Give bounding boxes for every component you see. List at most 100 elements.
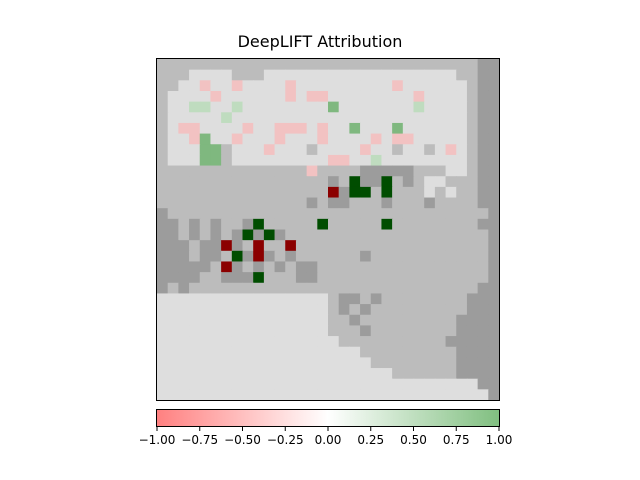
- heatmap-cell: [424, 325, 436, 337]
- colorbar-tick-label: 0.00: [315, 433, 342, 447]
- heatmap-cell: [413, 261, 425, 273]
- heatmap-cell: [306, 389, 318, 401]
- heatmap-cell: [413, 208, 425, 220]
- heatmap-cell: [360, 218, 372, 231]
- heatmap-cell: [189, 336, 201, 348]
- heatmap-cell: [456, 304, 468, 316]
- heatmap-cell: [189, 378, 201, 390]
- colorbar-tick-label: 0.25: [357, 433, 384, 447]
- heatmap-cell: [360, 133, 372, 145]
- heatmap-cell: [317, 218, 329, 231]
- heatmap-cell: [466, 101, 479, 113]
- heatmap-cell: [199, 261, 212, 273]
- heatmap-cell: [157, 197, 169, 209]
- heatmap-cell: [370, 346, 383, 358]
- heatmap-cell: [338, 229, 350, 241]
- heatmap-cell: [178, 314, 190, 327]
- heatmap-cell: [360, 176, 372, 188]
- heatmap-cell: [392, 69, 404, 81]
- heatmap-cell: [231, 368, 244, 380]
- heatmap-cell: [263, 208, 276, 220]
- heatmap-cell: [488, 69, 500, 81]
- heatmap-cell: [360, 368, 372, 380]
- heatmap-cell: [349, 346, 361, 358]
- heatmap-cell: [360, 112, 372, 124]
- heatmap-cell: [285, 240, 297, 252]
- heatmap-cell: [231, 208, 244, 220]
- heatmap-cell: [424, 336, 436, 348]
- heatmap-cell: [317, 112, 329, 124]
- heatmap-cell: [434, 250, 447, 263]
- heatmap-cell: [295, 218, 308, 231]
- heatmap-cell: [199, 240, 212, 252]
- heatmap-cell: [413, 80, 425, 92]
- heatmap-cell: [349, 325, 361, 337]
- heatmap-cell: [466, 229, 479, 241]
- heatmap-cell: [424, 176, 436, 188]
- heatmap-cell: [456, 229, 468, 241]
- heatmap-cell: [167, 282, 179, 295]
- heatmap-cell: [167, 293, 179, 305]
- heatmap-cell: [328, 368, 340, 380]
- heatmap-cell: [221, 90, 233, 103]
- heatmap-cell: [434, 197, 447, 209]
- heatmap-cell: [424, 261, 436, 273]
- heatmap-cell: [488, 389, 500, 401]
- heatmap-cell: [338, 336, 350, 348]
- heatmap-cell: [360, 229, 372, 241]
- heatmap-cell: [488, 154, 500, 167]
- heatmap-cell: [167, 208, 179, 220]
- heatmap-cell: [263, 69, 276, 81]
- heatmap-cell: [402, 69, 415, 81]
- heatmap-cell: [338, 261, 350, 273]
- heatmap-cell: [328, 59, 340, 71]
- heatmap-cell: [263, 336, 276, 348]
- heatmap-cell: [274, 261, 286, 273]
- heatmap-cell: [178, 378, 190, 390]
- heatmap-cell: [210, 208, 222, 220]
- heatmap-cell: [317, 133, 329, 145]
- heatmap-cell: [477, 122, 489, 135]
- heatmap-cell: [199, 197, 212, 209]
- heatmap-cell: [381, 122, 393, 135]
- heatmap-cell: [189, 59, 201, 71]
- heatmap-cell: [424, 112, 436, 124]
- heatmap-cell: [317, 197, 329, 209]
- heatmap-cell: [253, 90, 265, 103]
- heatmap-cell: [466, 357, 479, 369]
- heatmap-cell: [360, 272, 372, 284]
- heatmap-cell: [381, 272, 393, 284]
- heatmap-cell: [295, 378, 308, 390]
- heatmap-cell: [488, 368, 500, 380]
- heatmap-cell: [392, 229, 404, 241]
- heatmap-cell: [189, 144, 201, 156]
- heatmap-cell: [370, 261, 383, 273]
- colorbar-tick-label: 0.50: [400, 433, 427, 447]
- heatmap-cell: [424, 165, 436, 177]
- heatmap-cell: [221, 154, 233, 167]
- heatmap-cell: [189, 229, 201, 241]
- heatmap-cell: [221, 144, 233, 156]
- heatmap-cell: [263, 282, 276, 295]
- heatmap-cell: [445, 186, 457, 199]
- heatmap-cell: [456, 197, 468, 209]
- heatmap-cell: [466, 240, 479, 252]
- heatmap-cell: [392, 368, 404, 380]
- heatmap-cell: [285, 144, 297, 156]
- heatmap-cell: [178, 261, 190, 273]
- heatmap-cell: [253, 133, 265, 145]
- heatmap-cell: [413, 176, 425, 188]
- heatmap-cell: [349, 250, 361, 263]
- heatmap-cell: [381, 293, 393, 305]
- heatmap-cell: [434, 368, 447, 380]
- heatmap-cell: [167, 144, 179, 156]
- heatmap-cell: [221, 59, 233, 71]
- heatmap-cell: [285, 368, 297, 380]
- heatmap-cell: [199, 80, 212, 92]
- heatmap-cell: [210, 101, 222, 113]
- heatmap-cell: [317, 154, 329, 167]
- heatmap-cell: [189, 90, 201, 103]
- heatmap-cell: [167, 101, 179, 113]
- colorbar-tick-label: −0.75: [181, 433, 218, 447]
- heatmap-cell: [328, 261, 340, 273]
